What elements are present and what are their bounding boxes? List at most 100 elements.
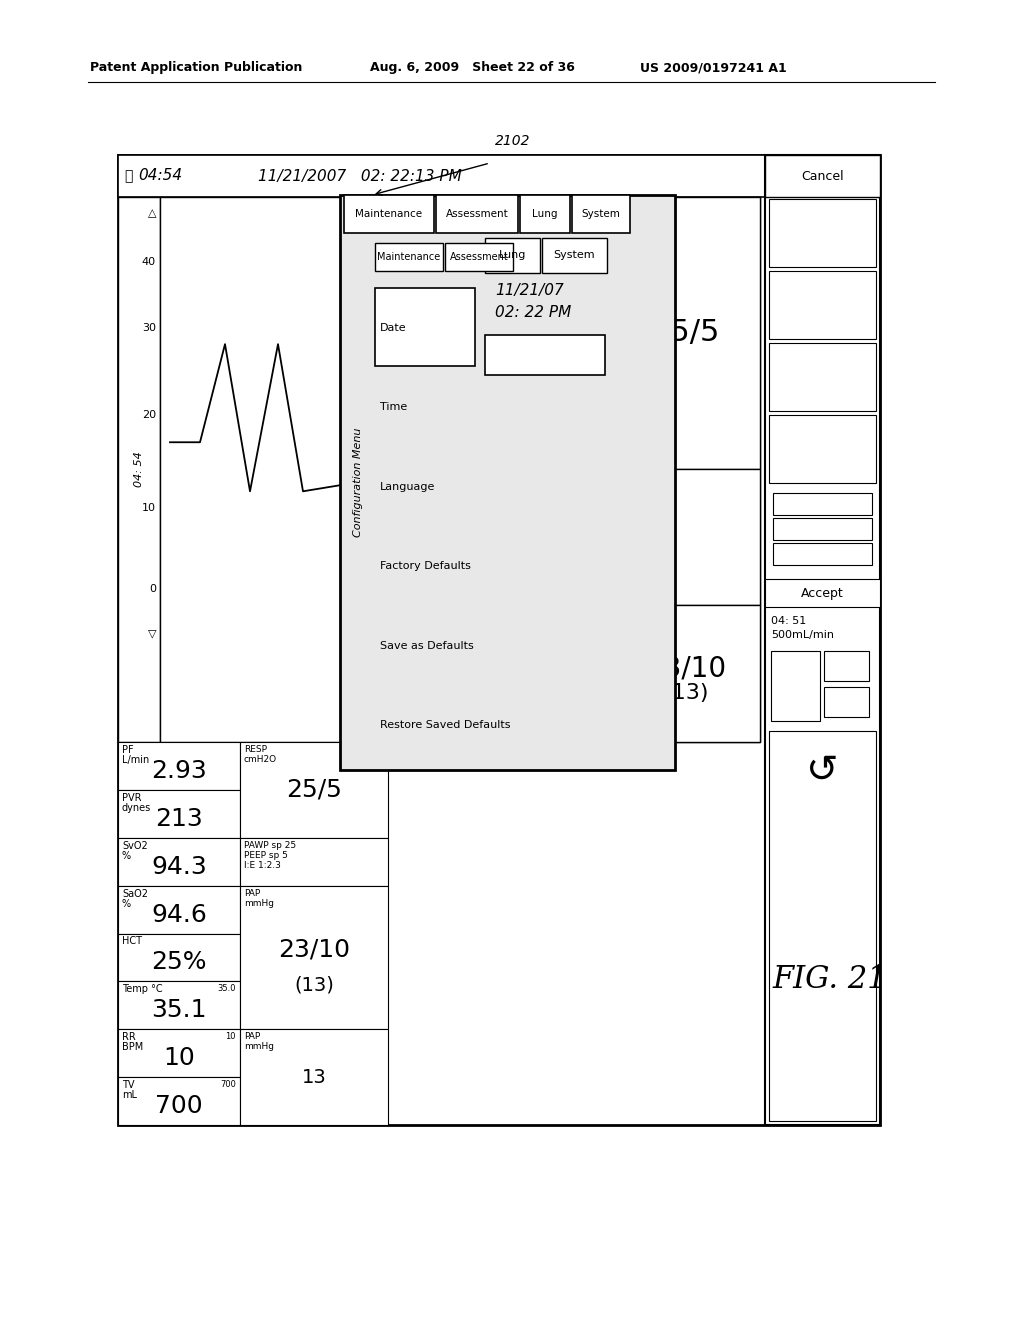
Bar (118, 1077, 240, 1125)
Text: 04: 54: 04: 54 (134, 451, 144, 487)
Bar (344, 195, 434, 234)
Text: Aug. 6, 2009   Sheet 22 of 36: Aug. 6, 2009 Sheet 22 of 36 (370, 62, 574, 74)
Text: ⌚: ⌚ (124, 169, 132, 183)
Bar (612, 197, 760, 469)
Text: 213: 213 (155, 807, 203, 830)
Text: System: System (582, 209, 621, 219)
Bar (118, 154, 880, 1125)
Bar (118, 981, 240, 1030)
Text: 700: 700 (220, 1080, 236, 1089)
Bar (118, 742, 240, 789)
Bar (240, 886, 388, 1030)
Bar (773, 492, 872, 515)
Bar (160, 197, 760, 742)
Bar (773, 543, 872, 565)
Bar (118, 789, 240, 838)
Bar (612, 605, 760, 742)
Text: 10: 10 (142, 503, 156, 512)
Bar (436, 195, 518, 234)
Text: Patent Application Publication: Patent Application Publication (90, 62, 302, 74)
Text: Lung: Lung (532, 209, 558, 219)
Text: SvO2: SvO2 (122, 841, 147, 851)
Bar (118, 886, 240, 933)
Text: △: △ (147, 209, 156, 218)
Text: I:E 1:2.3: I:E 1:2.3 (244, 861, 281, 870)
Bar (485, 335, 605, 375)
Text: Maintenance: Maintenance (378, 252, 440, 261)
Text: %: % (122, 899, 131, 908)
Bar (240, 1030, 388, 1125)
Text: PVR: PVR (122, 793, 141, 803)
Text: dynes: dynes (122, 803, 152, 813)
Text: RESP: RESP (244, 744, 267, 754)
Bar (240, 742, 388, 838)
Text: I:E 1:2.3: I:E 1:2.3 (616, 492, 653, 502)
Text: PAWP sp 25: PAWP sp 25 (616, 473, 668, 480)
Text: 94.6: 94.6 (152, 903, 207, 927)
Text: 94.3: 94.3 (152, 854, 207, 879)
Text: Language: Language (380, 482, 435, 492)
Text: ↺: ↺ (806, 752, 839, 789)
Bar (769, 199, 876, 267)
Bar (769, 271, 876, 339)
Text: 11/21/07: 11/21/07 (495, 282, 564, 298)
Text: 500mL/min: 500mL/min (771, 630, 834, 640)
Text: RESP: RESP (616, 201, 641, 211)
Bar (118, 197, 160, 742)
Text: Assessment: Assessment (445, 209, 508, 219)
Text: 13: 13 (302, 1068, 327, 1086)
Text: Save as Defaults: Save as Defaults (380, 640, 474, 651)
Text: Configuration Menu: Configuration Menu (353, 428, 362, 537)
Text: 35.1: 35.1 (152, 998, 207, 1022)
Text: 2102: 2102 (495, 135, 530, 148)
Bar (572, 195, 630, 234)
Text: Accept: Accept (801, 586, 844, 599)
Text: PEEP sp 5: PEEP sp 5 (244, 851, 288, 859)
Text: 02: 22 PM: 02: 22 PM (495, 305, 571, 319)
Bar (769, 731, 876, 1121)
Text: 0: 0 (150, 585, 156, 594)
Text: FIG. 21: FIG. 21 (773, 965, 888, 995)
Text: cmH2O: cmH2O (244, 755, 278, 764)
Text: RR: RR (122, 1032, 136, 1043)
Bar (240, 838, 388, 886)
Bar (340, 195, 675, 770)
Bar (375, 288, 475, 366)
Bar (773, 517, 872, 540)
Text: 23/10: 23/10 (278, 937, 350, 961)
Bar (485, 238, 540, 273)
Bar (765, 154, 880, 197)
Text: (13): (13) (664, 684, 709, 704)
Text: 700: 700 (156, 1094, 203, 1118)
Text: L/min: L/min (122, 755, 150, 766)
Bar (765, 154, 880, 1125)
Text: 30: 30 (142, 323, 156, 333)
Text: PAP: PAP (244, 1032, 260, 1041)
Text: 25/5: 25/5 (652, 318, 720, 347)
Bar (445, 243, 513, 271)
Text: 20: 20 (142, 411, 156, 420)
Text: HCT: HCT (122, 936, 142, 946)
Text: PEEP sp 5: PEEP sp 5 (616, 482, 659, 491)
Bar (765, 579, 880, 607)
Text: 2.93: 2.93 (152, 759, 207, 783)
Text: 35.0: 35.0 (217, 985, 236, 994)
Bar (118, 154, 765, 197)
Text: Factory Defaults: Factory Defaults (380, 561, 471, 572)
Text: Assessment: Assessment (450, 252, 508, 261)
Text: 40: 40 (142, 257, 156, 268)
Bar (520, 195, 570, 234)
Text: PAP: PAP (616, 609, 634, 619)
Text: (13): (13) (294, 975, 334, 995)
Bar (824, 686, 869, 717)
Bar (375, 243, 443, 271)
Text: mmHg: mmHg (616, 620, 648, 630)
Text: Time: Time (380, 403, 408, 412)
Text: BPM: BPM (122, 1043, 143, 1052)
Text: PAWP sp 25: PAWP sp 25 (244, 841, 296, 850)
Text: 04: 51: 04: 51 (771, 616, 806, 626)
Bar (542, 238, 607, 273)
Text: 10: 10 (163, 1047, 195, 1071)
Bar (118, 933, 240, 981)
Text: Maintenance: Maintenance (355, 209, 423, 219)
